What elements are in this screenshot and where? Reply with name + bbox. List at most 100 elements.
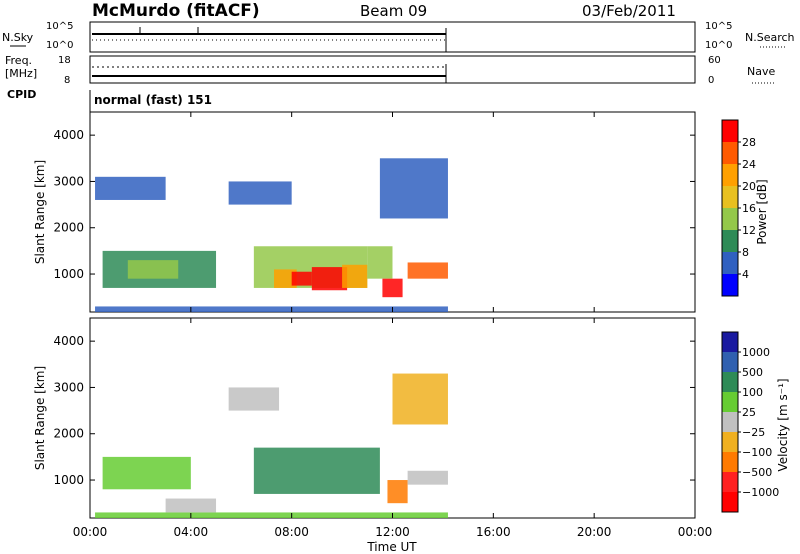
colorbar-swatch: [722, 230, 738, 252]
colorbar-swatch: [722, 142, 738, 164]
y-tick-label: 2000: [53, 221, 84, 235]
x-tick-label: 08:00: [274, 525, 309, 539]
heatmap-cell: [165, 498, 217, 513]
colorbar-swatch: [722, 392, 738, 412]
colorbar-tick-label: 4: [742, 268, 749, 281]
colorbar-swatch: [722, 492, 738, 512]
x-tick-label: 00:00: [73, 525, 108, 539]
velocity-cells: [95, 373, 448, 518]
heatmap-cell: [291, 271, 312, 286]
cpid-value: normal (fast) 151: [94, 93, 212, 107]
velocity-y-axis: 4000 3000 2000 1000: [53, 334, 695, 487]
nsky-label: N.Sky: [2, 31, 34, 44]
colorbar-swatch: [722, 452, 738, 472]
colorbar-swatch: [722, 372, 738, 392]
nave-hi-tick: 60: [708, 55, 721, 66]
colorbar-swatch: [722, 186, 738, 208]
nsky-panel: [89, 21, 696, 53]
velocity-colorbar-label: Velocity [m s⁻¹]: [776, 378, 790, 471]
freq-hi-tick: 18: [58, 55, 71, 66]
colorbar-tick-label: 16: [742, 202, 756, 215]
colorbar-tick-label: −25: [742, 426, 765, 439]
power-heatmap-panel: 4000 3000 2000 1000 Slant Range [km]: [33, 111, 696, 313]
colorbar-tick-label: 8: [742, 246, 749, 259]
freq-panel: [89, 55, 696, 84]
colorbar-tick-label: −500: [742, 466, 772, 479]
colorbar-swatch: [722, 352, 738, 372]
colorbar-tick-label: 28: [742, 136, 756, 149]
x-tick-label: 20:00: [577, 525, 612, 539]
time-axis-label: Time UT: [366, 540, 417, 554]
nsky-lo-tick: 10^0: [46, 40, 73, 51]
heatmap-cell: [95, 306, 448, 312]
colorbar-tick-label: 20: [742, 180, 756, 193]
y-tick-label: 4000: [53, 334, 84, 348]
heatmap-cell: [379, 158, 448, 219]
colorbar-tick-label: 1000: [742, 346, 770, 359]
y-tick-label: 1000: [53, 267, 84, 281]
heatmap-cell: [228, 387, 280, 411]
y-tick-label: 3000: [53, 174, 84, 188]
colorbar-tick-label: 24: [742, 158, 756, 171]
x-tick-label: 16:00: [476, 525, 511, 539]
colorbar-tick-label: −100: [742, 446, 772, 459]
power-ylabel: Slant Range [km]: [33, 160, 47, 264]
heatmap-cell: [392, 373, 448, 425]
power-colorbar: 28 24 20 16 12 8 4: [721, 119, 756, 297]
y-tick-label: 2000: [53, 427, 84, 441]
heatmap-cell: [102, 456, 191, 490]
colorbar-tick-label: 100: [742, 386, 763, 399]
colorbar-swatch: [722, 472, 738, 492]
date-label: 03/Feb/2011: [582, 2, 676, 20]
heatmap-cell: [382, 278, 403, 298]
velocity-colorbar: 1000 500 100 25 −25 −100 −500 −1000: [721, 331, 779, 513]
time-axis: 00:00 04:00 08:00 12:00 16:00 20:00 00:00: [73, 112, 713, 539]
heatmap-cell: [228, 181, 292, 205]
heatmap-cell: [253, 447, 380, 494]
power-cells: [95, 158, 448, 312]
x-tick-label: 04:00: [174, 525, 209, 539]
nsky-hi-tick: 10^5: [46, 21, 73, 32]
nsearch-label: N.Search: [745, 31, 795, 44]
power-colorbar-label: Power [dB]: [755, 179, 769, 244]
nsearch-hi-tick: 10^5: [705, 21, 732, 32]
colorbar-swatch: [722, 432, 738, 452]
colorbar-swatch: [722, 164, 738, 186]
x-tick-label: 00:00: [678, 525, 713, 539]
nsearch-lo-tick: 10^0: [705, 40, 732, 51]
colorbar-frame: [721, 331, 739, 513]
colorbar-tick-label: −1000: [742, 486, 779, 499]
heatmap-cell: [342, 264, 368, 288]
cpid-label: CPID: [7, 88, 36, 101]
colorbar-tick-label: 12: [742, 224, 756, 237]
colorbar-swatch: [722, 252, 738, 274]
heatmap-cell: [95, 512, 448, 518]
beam-label: Beam 09: [360, 2, 427, 20]
y-tick-label: 4000: [53, 128, 84, 142]
colorbar-swatch: [722, 120, 738, 142]
heatmap-cell: [311, 267, 348, 291]
heatmap-cell: [407, 470, 448, 485]
station-title: McMurdo (fitACF): [92, 1, 260, 21]
colorbar-swatch: [722, 274, 738, 296]
colorbar-swatch: [722, 412, 738, 432]
colorbar-tick-label: 500: [742, 366, 763, 379]
freq-unit: [MHz]: [5, 67, 37, 80]
y-tick-label: 1000: [53, 473, 84, 487]
colorbar-tick-label: 25: [742, 406, 756, 419]
velocity-heatmap-panel: 4000 3000 2000 1000 Slant Range [km]: [33, 317, 696, 519]
power-y-axis: 4000 3000 2000 1000: [53, 128, 695, 281]
heatmap-cell: [407, 262, 448, 279]
freq-lo-tick: 8: [64, 75, 70, 86]
heatmap-cell: [387, 480, 408, 504]
nave-label: Nave: [747, 65, 775, 78]
nave-lo-tick: 0: [708, 75, 714, 86]
heatmap-cell: [127, 260, 179, 279]
heatmap-cell: [95, 176, 166, 200]
y-tick-label: 3000: [53, 380, 84, 394]
freq-label: Freq.: [5, 54, 32, 67]
colorbar-swatch: [722, 208, 738, 230]
colorbar-swatch: [722, 332, 738, 352]
heatmap-cell: [274, 269, 297, 288]
